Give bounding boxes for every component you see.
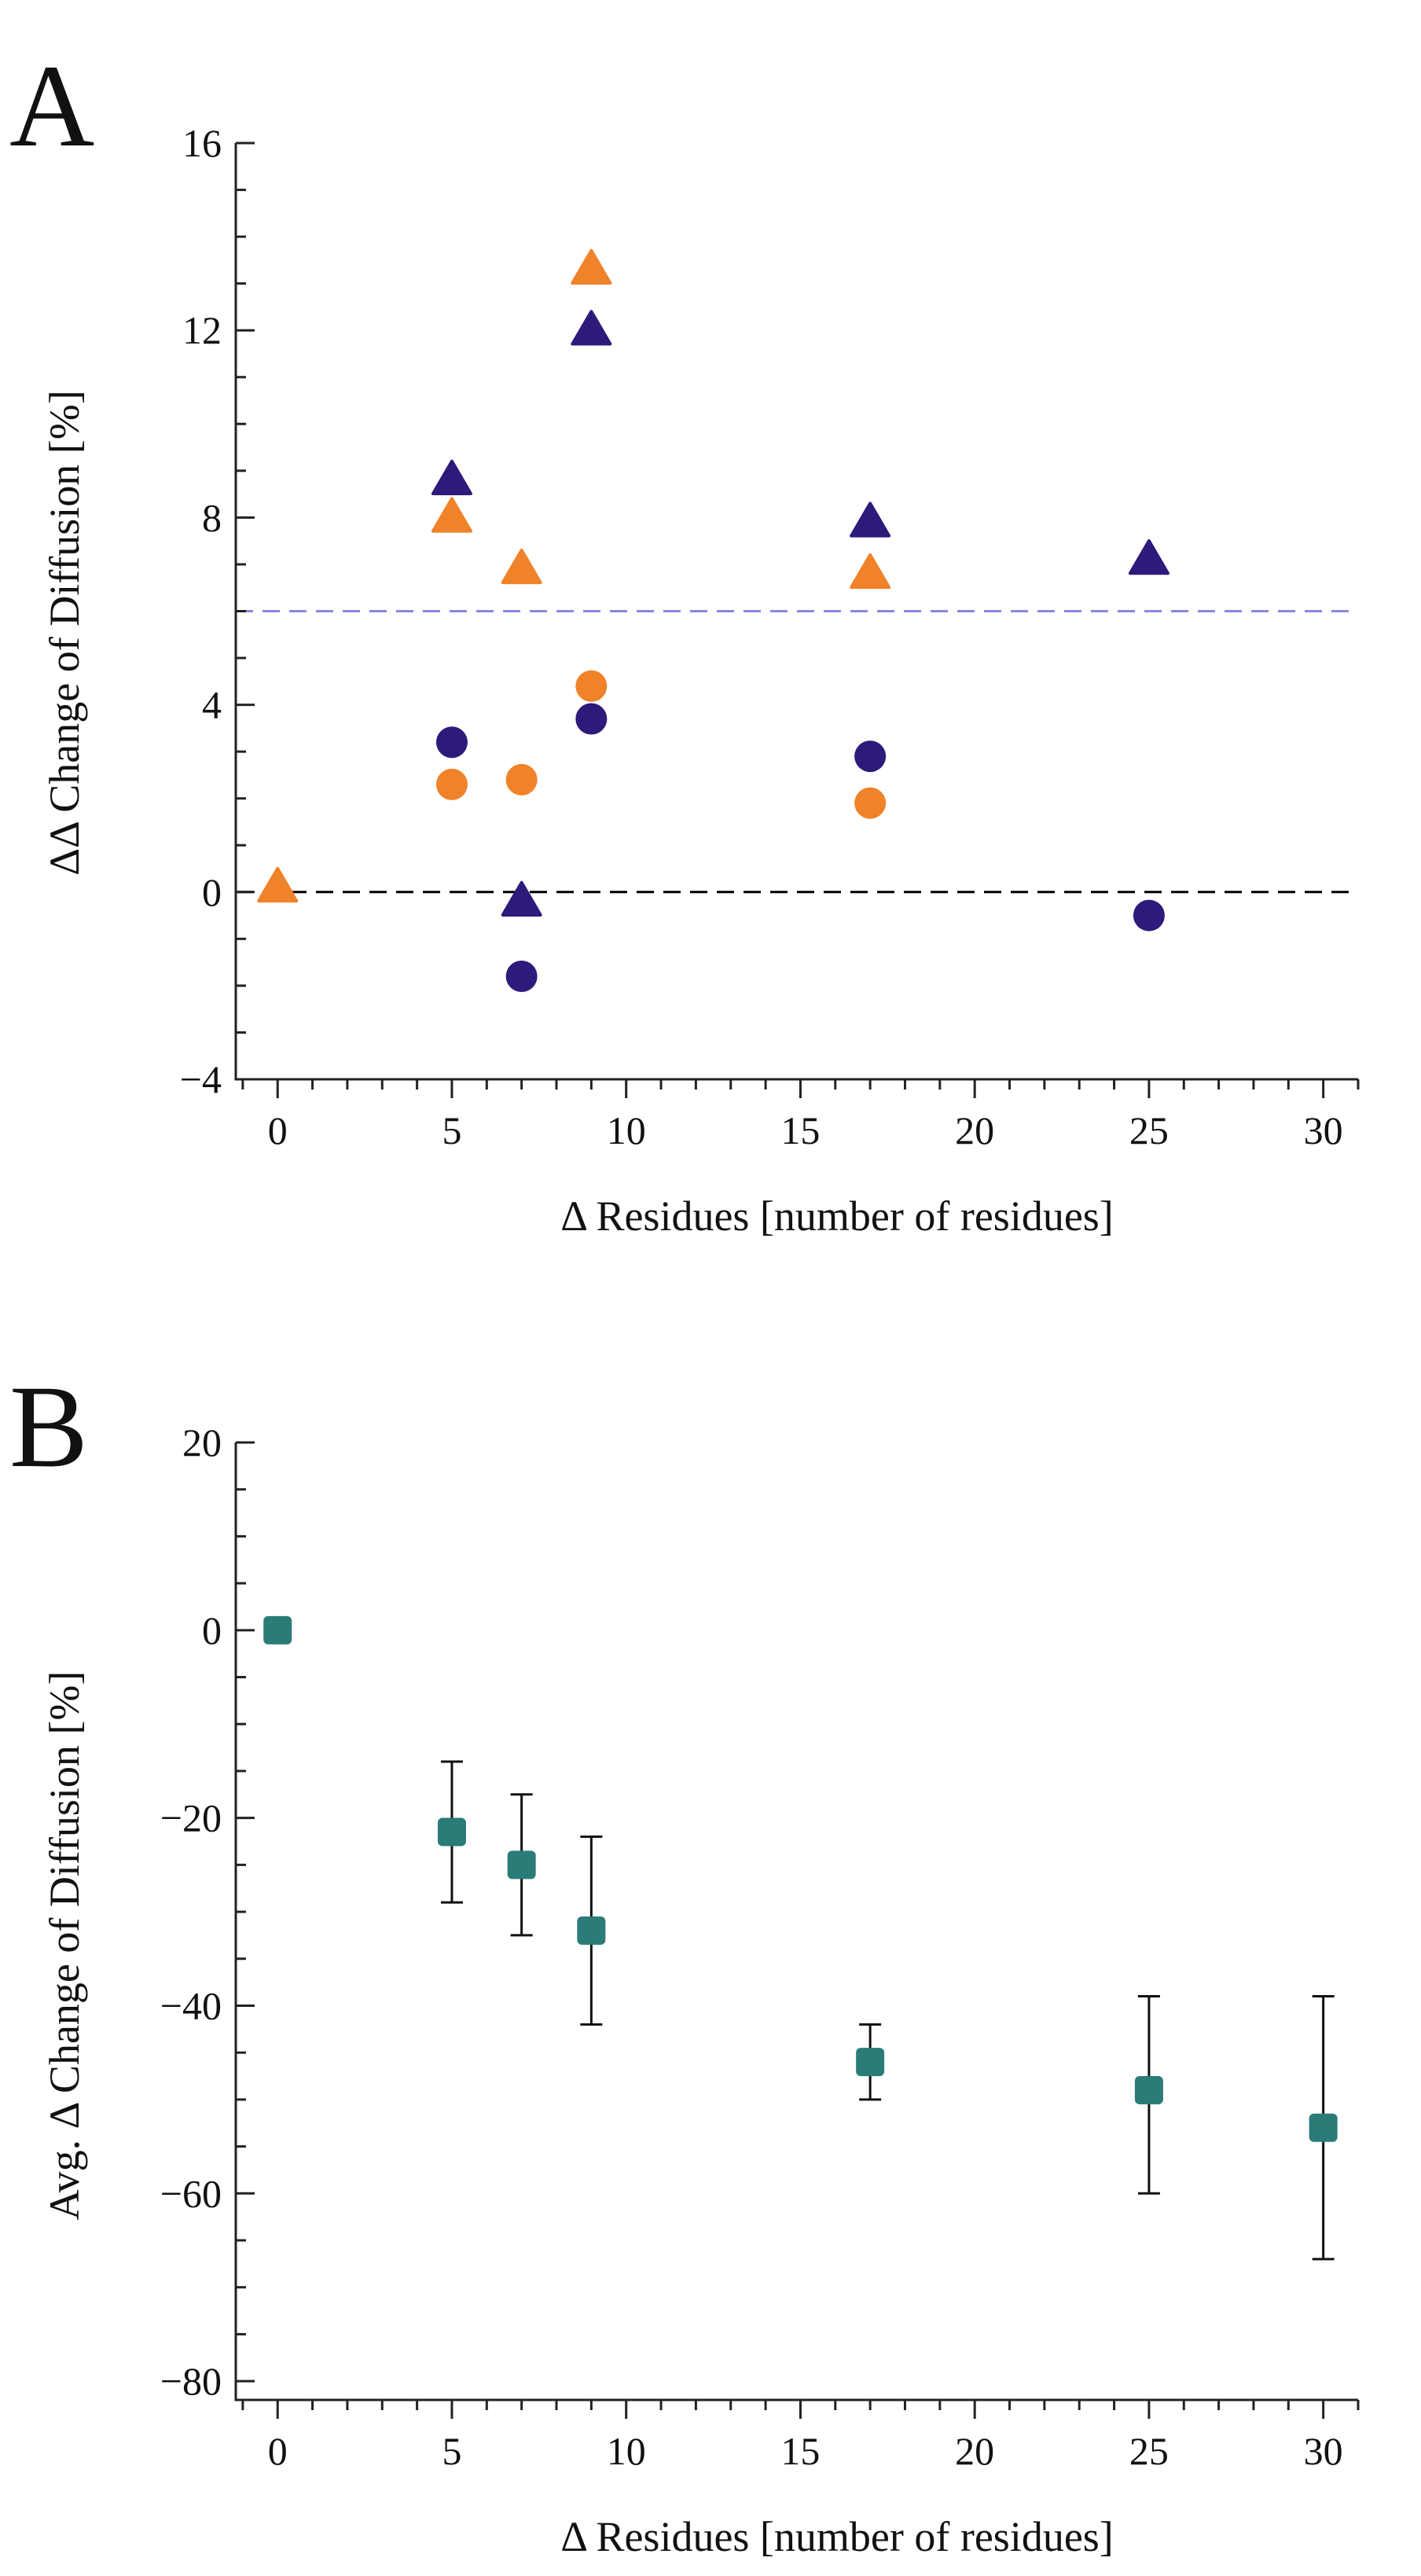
panel-a-x-tick-label: 20 [955, 1108, 994, 1152]
panel-a-series-1-point [431, 497, 472, 533]
panel-a-x-tick-label: 15 [780, 1108, 820, 1152]
panel-b-y-tick-label: −40 [160, 1983, 222, 2027]
panel-a-series-3-point [854, 787, 887, 819]
panel-a: A 0 5 10 15 20 25 30 −4 0 4 8 12 16 Δ Residues [numb… [9, 41, 1360, 1240]
panel-a-series-2-point [435, 726, 468, 759]
panel-a-series-2-point [1133, 899, 1165, 932]
panel-a-y-tick-label: 0 [202, 870, 222, 914]
panel-a-series-1-point [571, 248, 612, 285]
panel-b-axes [234, 1442, 1358, 2401]
panel-a-y-tick-label: 4 [202, 683, 222, 727]
panel-b-x-tick-label: 30 [1304, 2429, 1343, 2473]
panel-a-x-axis-title: Δ Residues [number of residues] [560, 1192, 1114, 1240]
panel-b-y-tick-label: 0 [202, 1608, 222, 1652]
panel-b-series-0-point [577, 1916, 606, 1945]
panel-a-series-1-point [257, 866, 299, 903]
panel-a-y-tick-label: 8 [202, 495, 222, 539]
panel-a-series-2-point [575, 703, 608, 735]
panel-a-y-tick-label: −4 [180, 1057, 222, 1101]
panel-a-x-tick-label: 30 [1304, 1108, 1343, 1152]
panel-b-x-axis-title: Δ Residues [number of residues] [560, 2513, 1114, 2560]
panel-a-series-0-point [431, 459, 472, 496]
panel-a-series-0-point [571, 310, 612, 346]
panel-b-y-tick-label: −60 [160, 2171, 222, 2215]
panel-b-series-0-point [1309, 2113, 1338, 2142]
panel-a-letter: A [9, 41, 94, 171]
panel-b-series-0-point [437, 1817, 466, 1847]
panel-a-series-3-point [435, 768, 468, 800]
panel-a-series-0-point [1128, 538, 1169, 575]
panel-a-series-1-point [850, 553, 891, 590]
panel-a-series-1-point [501, 548, 542, 585]
panel-a-series-3-point [575, 670, 608, 702]
panel-a-y-axis-title: ΔΔ Change of Diffusion [%] [41, 390, 88, 875]
panel-b-series-0-point [856, 2048, 885, 2077]
panel-b-x-tick-label: 0 [268, 2429, 288, 2473]
panel-a-series-0-point [850, 502, 891, 538]
panel-b-y-tick-label: 20 [182, 1420, 222, 1464]
panel-a-y-tick-label: 16 [182, 121, 222, 165]
panel-b-x-tick-label: 5 [442, 2429, 461, 2473]
panel-a-y-tick-label: 12 [182, 308, 222, 352]
panel-b-y-tick-label: −80 [160, 2359, 222, 2403]
panel-b-series-0-point [507, 1850, 536, 1880]
panel-b-y-axis-title: Avg. Δ Change of Diffusion [%] [41, 1671, 88, 2221]
panel-a-x-tick-label: 10 [607, 1108, 646, 1152]
panel-b-series-0-point [263, 1615, 292, 1644]
panel-a-series-0-point [501, 880, 542, 917]
panel-a-series-2-point [505, 960, 538, 992]
panel-a-x-tick-label: 25 [1129, 1108, 1169, 1152]
panel-a-series-3-point [505, 763, 538, 796]
panel-b-x-tick-label: 20 [955, 2429, 994, 2473]
panel-b-x-tick-label: 25 [1129, 2429, 1169, 2473]
panel-a-x-tick-label: 0 [268, 1108, 288, 1152]
panel-a-series-2-point [854, 740, 887, 773]
panel-b: B 0 5 10 15 20 25 30 −80 −60 −40 −20 0 20 Δ Residues… [9, 1361, 1360, 2560]
panel-a-x-tick-label: 5 [442, 1108, 461, 1152]
panel-b-letter: B [9, 1361, 88, 1492]
panel-b-y-tick-label: −20 [160, 1796, 222, 1840]
panel-b-series-0-point [1134, 2075, 1163, 2104]
panel-b-x-tick-label: 15 [780, 2429, 820, 2473]
panel-b-x-tick-label: 10 [607, 2429, 646, 2473]
